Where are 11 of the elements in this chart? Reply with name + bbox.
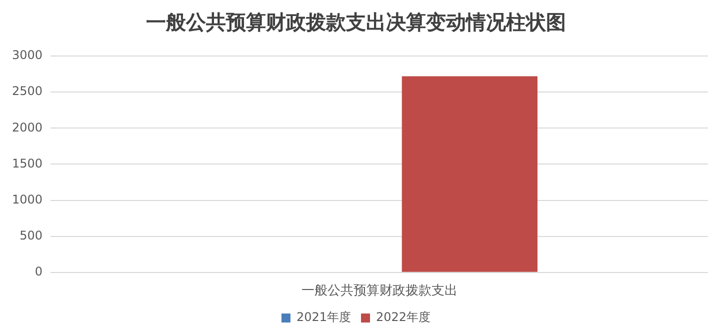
x-tick-label: 一般公共预算财政拨款支出 (301, 284, 458, 299)
y-tick-label: 1500 (12, 156, 43, 170)
y-tick-label: 1000 (12, 192, 43, 206)
y-tick-label: 3000 (12, 48, 43, 62)
y-tick-label: 2000 (12, 120, 43, 134)
y-tick-label: 0 (34, 264, 43, 279)
y-tick-label: 2500 (12, 84, 43, 98)
legend-label: 2022年度 (376, 310, 431, 324)
legend-label: 2021年度 (296, 310, 352, 324)
chart-title: 一般公共预算财政拨款支出决算变动情况柱状图 (146, 10, 566, 34)
y-tick-label: 500 (20, 228, 43, 242)
